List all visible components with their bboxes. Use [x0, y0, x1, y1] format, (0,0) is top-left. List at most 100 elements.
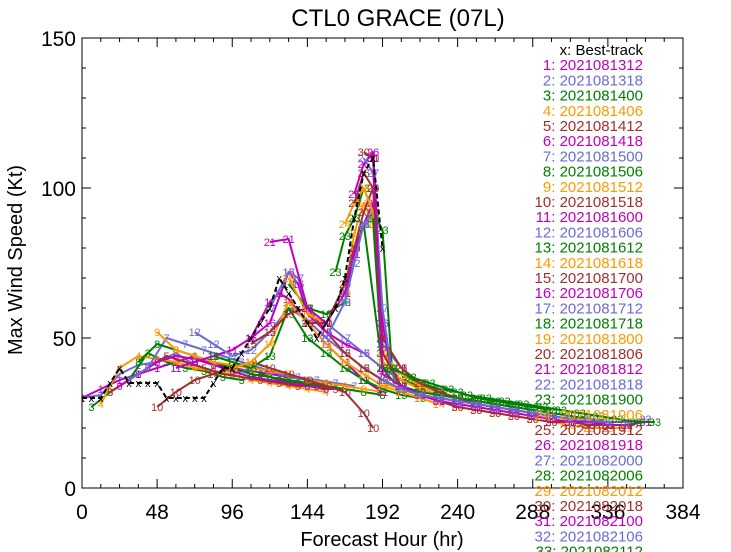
x-tick-label: 48	[145, 501, 168, 524]
legend-entry: 17: 2021081712	[535, 300, 643, 317]
series-point: 9	[323, 378, 329, 390]
series-point: 33	[386, 363, 398, 375]
series-point: 15	[264, 327, 276, 339]
series-line	[382, 379, 646, 423]
series-point: 6	[248, 372, 254, 384]
best-track-point: x	[305, 318, 311, 330]
series-line	[363, 151, 627, 426]
best-track-point: x	[295, 303, 301, 315]
series-point: 33	[423, 378, 435, 390]
series-point: 11	[170, 363, 181, 375]
series-point: 32	[602, 417, 614, 429]
series-point: 8	[304, 378, 310, 390]
legend-entry: 27: 2021082000	[535, 452, 643, 469]
series-point: 16	[320, 327, 332, 339]
series-point: 6	[173, 351, 179, 363]
x-tick-label: 192	[365, 501, 400, 524]
series-point: 13	[339, 363, 351, 375]
legend-entry: 25: 2021081912	[535, 422, 643, 439]
best-track-point: x	[107, 378, 113, 390]
series-point: 4	[98, 399, 104, 411]
series-point: 32	[414, 390, 426, 402]
legend-entry: 11: 2021081600	[536, 209, 643, 226]
series-point: 12	[207, 339, 219, 351]
legend-entry: 30: 2021082018	[535, 498, 643, 515]
best-track-point: x	[136, 378, 142, 390]
series-point: 11	[264, 297, 275, 309]
series-point: 9	[229, 360, 235, 372]
series-point: 4	[173, 357, 179, 369]
series-point: 6	[210, 360, 216, 372]
best-track-point: x	[342, 273, 348, 285]
series-point: 2	[286, 372, 292, 384]
y-tick-label: 0	[64, 478, 76, 501]
series-point: 19	[282, 273, 294, 285]
series-point: 3	[88, 402, 94, 414]
legend-entry: 9: 2021081512	[543, 179, 643, 196]
series-point: 32	[564, 414, 576, 426]
series-point: 8	[154, 339, 160, 351]
legend-entry: 23: 2021081900	[535, 392, 643, 409]
series-line	[334, 187, 552, 411]
series-point: 21	[282, 234, 294, 246]
series-point: 17	[358, 348, 370, 360]
y-tick-label: 150	[41, 28, 76, 51]
y-tick-label: 100	[41, 178, 76, 201]
series-point: 3	[107, 387, 113, 399]
series-point: 11	[283, 294, 294, 306]
series-point: 32	[545, 411, 557, 423]
series-point: 10	[282, 369, 294, 381]
series-point: 9	[248, 363, 254, 375]
series-point: 14	[320, 339, 332, 351]
series-point: 33	[405, 372, 417, 384]
series-point: 9	[342, 381, 348, 393]
x-axis-label: Forecast Hour (hr)	[300, 529, 463, 551]
legend-entry: 4: 2021081406	[543, 103, 643, 120]
legend-entry: 29: 2021082012	[535, 483, 643, 500]
series-point: 9	[154, 327, 160, 339]
series-point: 14	[358, 369, 370, 381]
series-point: 22	[339, 297, 351, 309]
series-point: 13	[207, 351, 219, 363]
best-track-point: x	[201, 393, 207, 405]
series-point: 23	[339, 231, 351, 243]
series-point: 9	[267, 366, 273, 378]
series-point: 16	[339, 339, 351, 351]
legend-entry-best-track: x: Best-track	[560, 42, 644, 59]
series-line	[128, 337, 355, 387]
series-point: 8	[342, 384, 348, 396]
series-point: 33	[536, 402, 548, 414]
series-point: 7	[276, 369, 282, 381]
best-track-point: x	[183, 393, 189, 405]
series-point: 12	[189, 327, 201, 339]
series-point: 32	[376, 375, 388, 387]
series-point: 6	[154, 357, 160, 369]
best-track-point: x	[258, 318, 264, 330]
best-track-point: x	[98, 393, 104, 405]
series-line	[156, 331, 383, 393]
best-track-point: x	[323, 318, 329, 330]
series-point: 4	[323, 387, 329, 399]
series-point: 1	[267, 369, 273, 381]
series-point: 5	[107, 387, 113, 399]
x-tick-label: 240	[440, 501, 475, 524]
legend-entry: 10: 2021081518	[535, 194, 643, 211]
series-point: 7	[220, 351, 226, 363]
legend-entry: 22: 2021081818	[535, 376, 643, 393]
legend-entry: 24: 2021081906	[535, 407, 643, 424]
series-line	[372, 157, 646, 426]
series-point: 24	[339, 219, 351, 231]
series-point: 4	[267, 378, 273, 390]
series-point: 11	[273, 288, 284, 300]
series-point: 32	[583, 414, 595, 426]
series-point: 22	[348, 258, 360, 270]
series-point: 5	[276, 378, 282, 390]
series-point: 10	[264, 363, 276, 375]
series-point: 19	[301, 309, 313, 321]
best-track-point: x	[164, 393, 170, 405]
series-point: 5	[201, 363, 207, 375]
